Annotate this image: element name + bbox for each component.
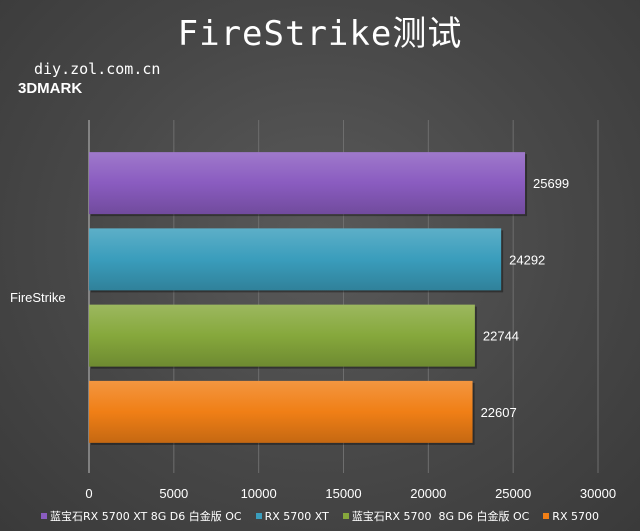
legend-swatch [342, 513, 349, 519]
x-tick-label: 15000 [325, 486, 361, 501]
legend-swatch [41, 513, 48, 519]
watermark: diy.zol.com.cn [34, 60, 161, 78]
legend-item: RX 5700 XT [255, 509, 329, 523]
page-title: FireStrike测试 [177, 14, 463, 54]
legend-label: 蓝宝石RX 5700 XT 8G D6 白金版 OC [50, 510, 242, 523]
legend-label: RX 5700 XT [264, 509, 329, 523]
bar [89, 380, 473, 443]
bar [89, 304, 475, 367]
bar [89, 152, 526, 215]
x-tick-label: 25000 [495, 486, 531, 501]
chart-legend: 蓝宝石RX 5700 XT 8G D6 白金版 OC RX 5700 XT 蓝宝石R… [0, 505, 640, 527]
category-label: FireStrike [10, 290, 66, 305]
legend-swatch [255, 513, 262, 519]
x-tick-label: 30000 [580, 486, 616, 501]
data-label: 24292 [509, 252, 545, 267]
bar [89, 228, 502, 291]
data-label: 22744 [483, 329, 519, 344]
legend-label: RX 5700 [552, 509, 599, 523]
x-tick-label: 5000 [159, 486, 188, 501]
legend-item: 蓝宝石RX 5700 XT 8G D6 白金版 OC [41, 508, 242, 524]
chart-subtitle: 3DMARK [18, 80, 83, 97]
x-tick-label: 20000 [410, 486, 446, 501]
data-label: 22607 [481, 405, 517, 420]
legend-label: 蓝宝石RX 5700 8G D6 白金版 OC [351, 510, 530, 523]
legend-swatch [543, 513, 550, 519]
legend-item: 蓝宝石RX 5700 8G D6 白金版 OC [342, 508, 530, 524]
legend-item: RX 5700 [543, 510, 599, 523]
x-tick-label: 10000 [241, 486, 277, 501]
x-tick-label: 0 [85, 486, 92, 501]
data-label: 25699 [533, 176, 569, 191]
